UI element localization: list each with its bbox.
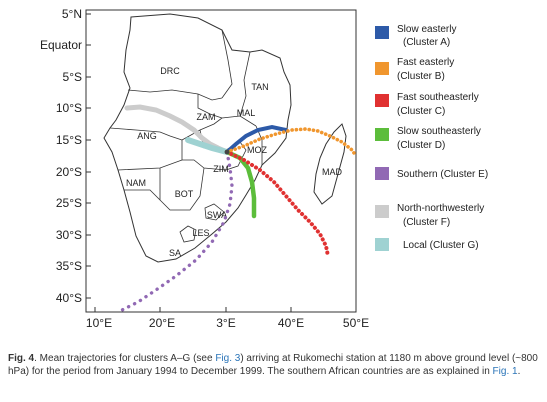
trajectory-map-figure: 5°N Equator 5°S 10°S 15°S 20°S 25°S 30°S… [40, 7, 488, 330]
legend-label-cluster-b: Fast easterly [397, 57, 454, 68]
legend-label-cluster-a: Slow easterly [397, 24, 456, 35]
legend-label-cluster-f: North-northwesterly [397, 203, 484, 214]
country-label-mad: MAD [322, 167, 343, 177]
legend-label-cluster-g: Local (Cluster G) [403, 240, 479, 251]
legend-label-cluster-e: Southern (Cluster E) [397, 169, 488, 180]
figure-caption: Fig. 4. Mean trajectories for clusters A… [8, 352, 543, 378]
caption-text: ) arriving at Rukomechi station at 1180 … [8, 353, 538, 377]
country-label-zim: ZIM [213, 164, 229, 174]
continent-outline [103, 13, 292, 263]
country-label-bot: BOT [175, 189, 194, 199]
legend-swatch-cluster-g [375, 238, 389, 251]
legend-sublabel-cluster-c: (Cluster C) [397, 106, 445, 117]
y-tick-label: 10°S [56, 101, 82, 115]
country-borders [109, 29, 263, 243]
legend: Slow easterly (Cluster A) Fast easterly … [375, 24, 488, 251]
y-tick-marks [86, 13, 91, 299]
legend-sublabel-cluster-a: (Cluster A) [403, 37, 450, 48]
y-tick-label: 5°N [62, 7, 82, 21]
y-tick-label: 5°S [63, 70, 82, 84]
x-tick-label: 20°E [149, 316, 175, 330]
legend-swatch-cluster-a [375, 26, 389, 39]
y-tick-label: 20°S [56, 165, 82, 179]
legend-swatch-cluster-d [375, 128, 389, 141]
trajectory-cluster-b [225, 127, 358, 158]
x-tick-label: 10°E [86, 316, 112, 330]
country-label-swa: SWA [207, 210, 227, 220]
country-label-les: LES [192, 228, 209, 238]
legend-swatch-cluster-c [375, 94, 389, 107]
x-tick-label: 50°E [343, 316, 369, 330]
country-label-drc: DRC [160, 66, 180, 76]
x-tick-marks [94, 307, 357, 312]
country-label-moz: MOZ [247, 145, 267, 155]
madagascar-outline [313, 123, 347, 205]
caption-text: . [517, 366, 521, 377]
legend-sublabel-cluster-d: (Cluster D) [397, 140, 445, 151]
y-tick-label: 30°S [56, 228, 82, 242]
legend-swatch-cluster-f [375, 205, 389, 218]
y-tick-label: 25°S [56, 196, 82, 210]
trajectory-cluster-g [185, 137, 230, 155]
legend-swatch-cluster-e [375, 167, 389, 180]
trajectory-cluster-a [225, 124, 288, 154]
trajectory-cluster-d [224, 149, 257, 219]
legend-sublabel-cluster-b: (Cluster B) [397, 71, 445, 82]
country-label-mal: MAL [237, 108, 256, 118]
legend-sublabel-cluster-f: (Cluster F) [403, 217, 450, 228]
x-tick-label: 3°E [216, 316, 235, 330]
y-tick-label: Equator [40, 38, 82, 52]
country-label-tan: TAN [251, 82, 268, 92]
figure-1-link[interactable]: Fig. 1 [492, 366, 518, 377]
figure-3-link[interactable]: Fig. 3 [215, 353, 241, 364]
x-tick-label: 40°E [278, 316, 304, 330]
legend-label-cluster-d: Slow southeasterly [397, 126, 481, 137]
rukomechi-station-marker [224, 149, 230, 155]
y-tick-label: 35°S [56, 259, 82, 273]
country-label-zam: ZAM [197, 112, 216, 122]
country-label-nam: NAM [126, 178, 146, 188]
country-label-ang: ANG [137, 131, 157, 141]
trajectories [120, 104, 358, 312]
legend-label-cluster-c: Fast southeasterly [397, 92, 479, 103]
trajectory-cluster-c [225, 150, 330, 258]
legend-swatch-cluster-b [375, 62, 389, 75]
country-label-sa: SA [169, 248, 181, 258]
y-tick-label: 40°S [56, 291, 82, 305]
caption-text: . Mean trajectories for clusters A–G (se… [34, 353, 216, 364]
trajectory-cluster-e [120, 150, 234, 312]
figure-number: Fig. 4 [8, 353, 35, 364]
y-tick-label: 15°S [56, 133, 82, 147]
